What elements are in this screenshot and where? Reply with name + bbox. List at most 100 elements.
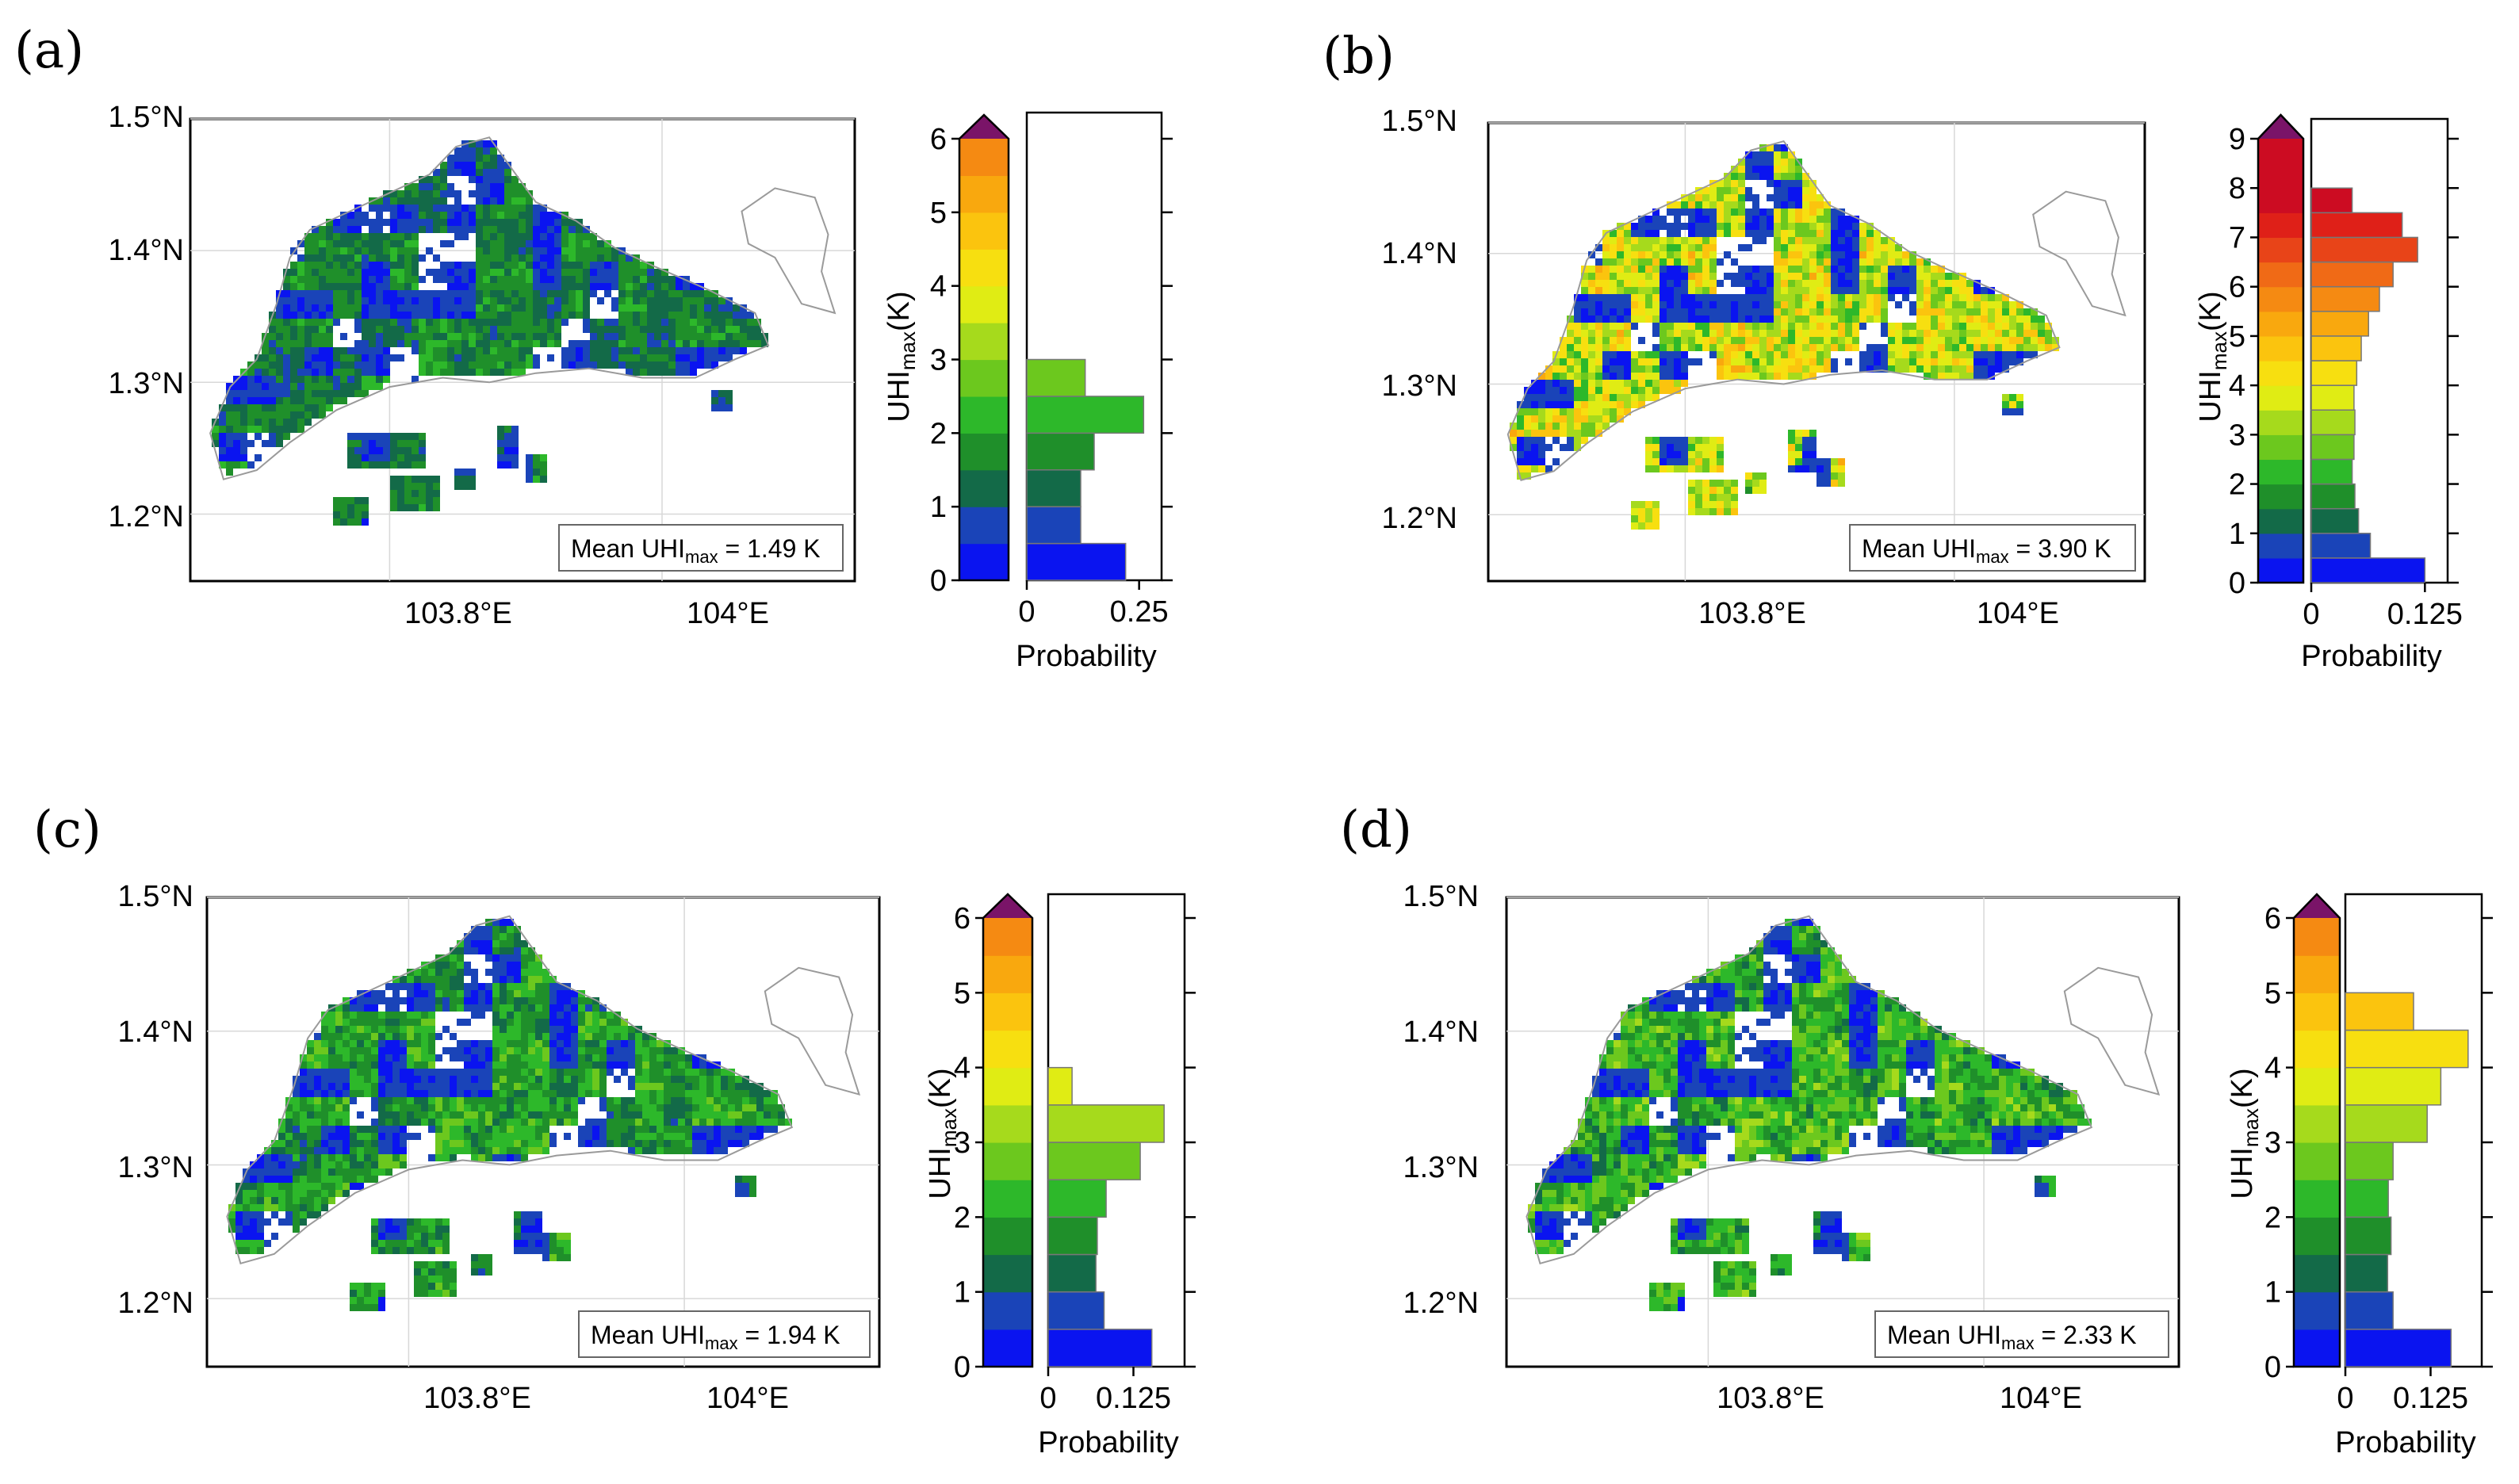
map-pixel <box>362 283 369 290</box>
map-pixel <box>490 326 497 333</box>
map-pixel <box>362 497 369 504</box>
map-pixel <box>1759 287 1767 294</box>
map-pixel <box>697 312 704 319</box>
map-pixel <box>1702 508 1709 515</box>
map-pixel <box>1538 430 1545 437</box>
map-pixel <box>1581 430 1588 437</box>
map-pixel <box>718 347 725 354</box>
map-pixel <box>690 290 697 297</box>
map-pixel <box>343 1026 350 1033</box>
map-pixel <box>362 326 369 333</box>
map-pixel <box>1610 408 1617 415</box>
map-pixel <box>678 1111 685 1119</box>
map-pixel <box>1617 230 1624 237</box>
map-pixel <box>1752 351 1759 358</box>
map-pixel <box>1652 258 1660 266</box>
map-pixel <box>614 1076 621 1083</box>
map-pixel <box>1902 351 1909 358</box>
map-pixel <box>714 1104 721 1111</box>
map-pixel <box>590 340 597 347</box>
map-pixel <box>369 333 376 340</box>
map-pixel <box>404 247 412 254</box>
map-pixel <box>1852 230 1859 237</box>
map-pixel <box>542 1019 549 1026</box>
map-pixel <box>1824 223 1831 230</box>
map-pixel <box>1574 387 1581 394</box>
map-pixel <box>535 1040 542 1047</box>
map-pixel <box>497 369 504 376</box>
map-pixel <box>733 326 740 333</box>
map-pixel <box>1809 365 1817 373</box>
map-pixel <box>1745 365 1752 373</box>
map-pixel <box>1695 251 1702 258</box>
map-pixel <box>1845 301 1852 308</box>
map-pixel <box>549 1111 557 1119</box>
map-pixel <box>269 361 276 369</box>
map-pixel <box>1767 208 1774 216</box>
map-pixel <box>354 276 362 283</box>
map-pixel <box>357 1090 364 1097</box>
map-pixel <box>706 1076 714 1083</box>
map-pixel <box>328 1190 335 1197</box>
map-pixel <box>1874 308 1881 316</box>
map-pixel <box>1795 323 1802 330</box>
map-pixel <box>576 297 583 304</box>
map-pixel <box>571 1026 578 1033</box>
map-pixel <box>507 919 514 926</box>
map-pixel <box>471 976 478 983</box>
map-pixel <box>718 333 725 340</box>
map-pixel <box>1652 216 1660 223</box>
map-pixel <box>542 1104 549 1111</box>
map-pixel <box>542 1083 549 1090</box>
map-pixel <box>1838 337 1845 344</box>
map-pixel <box>293 1161 300 1168</box>
map-pixel <box>461 297 469 304</box>
map-pixel <box>533 304 540 312</box>
map-pixel <box>354 454 362 461</box>
map-pixel <box>343 1161 350 1168</box>
map-pixel <box>1660 380 1667 387</box>
map-pixel <box>485 969 492 976</box>
map-pixel <box>1945 373 1952 380</box>
map-pixel <box>383 297 390 304</box>
map-pixel <box>1595 401 1602 408</box>
map-pixel <box>1709 287 1717 294</box>
map-pixel <box>1831 344 1838 351</box>
map-pixel <box>1560 351 1567 358</box>
map-pixel <box>1831 251 1838 258</box>
map-pixel <box>500 919 507 926</box>
map-pixel <box>1667 294 1674 301</box>
map-pixel <box>2002 351 2009 358</box>
map-pixel <box>1916 316 1924 323</box>
map-pixel <box>450 976 457 983</box>
map-pixel <box>1824 301 1831 308</box>
map-pixel <box>1817 216 1824 223</box>
map-pixel <box>718 326 725 333</box>
map-pixel <box>426 369 433 376</box>
map-pixel <box>628 1033 635 1040</box>
map-pixel <box>371 1161 378 1168</box>
map-pixel <box>476 276 483 283</box>
map-pixel <box>1859 230 1866 237</box>
map-pixel <box>1781 351 1788 358</box>
map-pixel <box>283 333 290 340</box>
map-pixel <box>649 1097 657 1104</box>
map-pixel <box>554 333 561 340</box>
map-pixel <box>1924 330 1931 337</box>
map-pixel <box>442 1069 450 1076</box>
map-pixel <box>328 1111 335 1119</box>
map-pixel <box>454 347 461 354</box>
map-pixel <box>1802 330 1809 337</box>
map-pixel <box>511 219 519 226</box>
map-pixel <box>1966 358 1973 365</box>
map-pixel <box>507 1126 514 1133</box>
map-pixel <box>1667 373 1674 380</box>
map-pixel <box>419 333 426 340</box>
map-pixel <box>661 369 668 376</box>
map-pixel <box>507 1069 514 1076</box>
map-pixel <box>497 212 504 219</box>
map-pixel <box>376 319 383 326</box>
map-pixel <box>471 1090 478 1097</box>
map-pixel <box>1788 201 1795 208</box>
map-pixel <box>500 1033 507 1040</box>
